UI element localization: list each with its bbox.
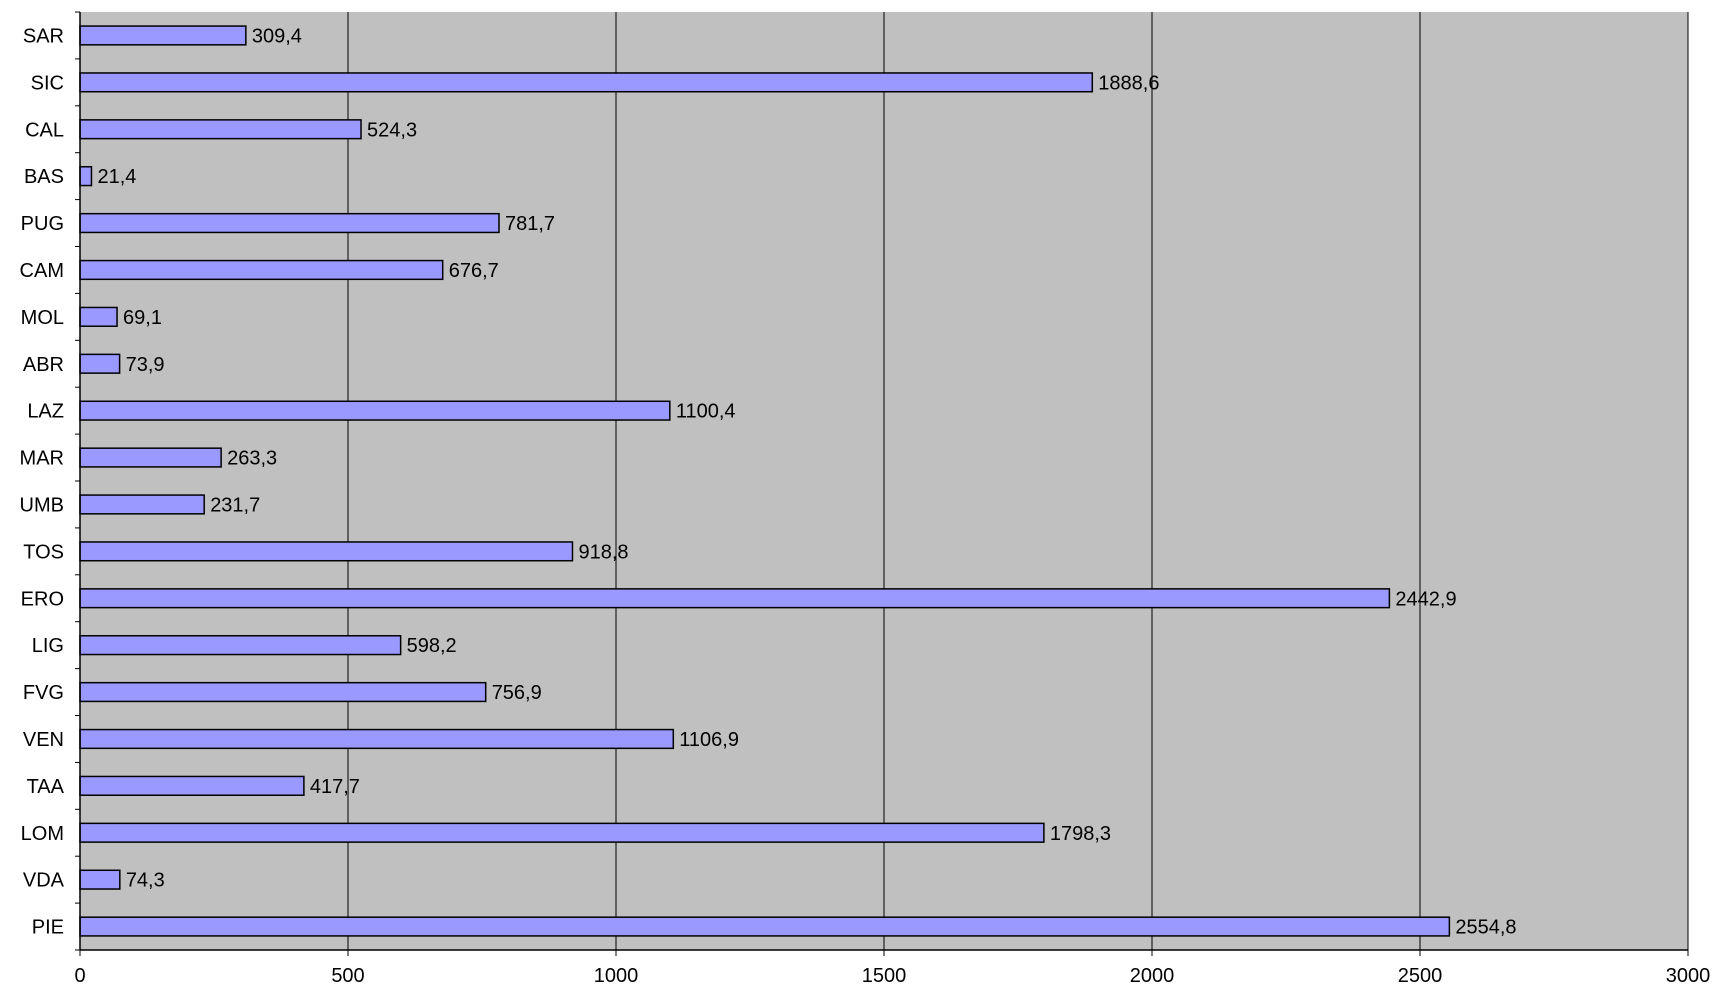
category-label: LAZ xyxy=(27,401,64,423)
bar-taa xyxy=(79,775,305,796)
data-label: 756,9 xyxy=(492,682,542,704)
category-label: ABR xyxy=(23,354,64,376)
category-label: SIC xyxy=(31,72,64,94)
category-label: PIE xyxy=(32,917,64,939)
category-label: TAA xyxy=(27,776,65,798)
bar-cam xyxy=(79,259,444,281)
data-label: 781,7 xyxy=(505,213,555,235)
bar-sic xyxy=(79,72,1094,93)
bar-laz xyxy=(79,400,671,421)
data-label: 69,1 xyxy=(123,307,162,329)
data-label: 231,7 xyxy=(210,494,260,516)
data-label: 263,3 xyxy=(227,448,277,470)
bar-vda xyxy=(79,869,121,890)
category-label: VDA xyxy=(23,870,65,892)
data-label: 918,8 xyxy=(578,541,628,563)
bar-lig xyxy=(79,635,402,656)
bar-umb xyxy=(79,494,205,515)
bar-ero xyxy=(79,588,1391,609)
data-label: 1798,3 xyxy=(1050,823,1111,845)
category-label: MOL xyxy=(21,307,64,329)
data-label: 74,3 xyxy=(126,870,165,892)
category-label: PUG xyxy=(21,213,64,235)
data-label: 73,9 xyxy=(126,354,165,376)
bar-sar xyxy=(79,25,247,46)
bar-pug xyxy=(79,212,500,234)
bar-bas xyxy=(79,166,93,187)
data-label: 1888,6 xyxy=(1098,72,1159,94)
x-axis: 0 500 1000 1500 2000 2500 3000 xyxy=(74,949,1711,987)
category-label: UMB xyxy=(20,494,64,516)
gridlines xyxy=(347,12,1689,950)
x-tick-label: 3000 xyxy=(1666,965,1711,987)
category-label: FVG xyxy=(23,682,64,704)
x-tick-label: 1500 xyxy=(862,965,907,987)
x-tick-label: 2000 xyxy=(1130,965,1175,987)
data-label: 2554,8 xyxy=(1455,917,1516,939)
category-label: LOM xyxy=(21,823,64,845)
bar-fvg xyxy=(79,681,487,703)
bar-lom xyxy=(79,822,1045,843)
x-tick-label: 1000 xyxy=(594,965,639,987)
bars xyxy=(79,25,1451,937)
bar-abr xyxy=(79,353,121,374)
data-label: 524,3 xyxy=(367,119,417,141)
category-label: LIG xyxy=(32,635,64,657)
bar-mol xyxy=(79,306,118,327)
data-label: 1106,9 xyxy=(679,729,739,751)
data-label: 309,4 xyxy=(252,25,302,47)
x-tick-label: 500 xyxy=(331,965,364,987)
category-label: SAR xyxy=(23,25,64,47)
category-label: VEN xyxy=(23,729,64,751)
category-label: MAR xyxy=(20,448,64,470)
y-axis: SAR SIC CAL BAS PUG CAM MOL ABR LAZ MAR UMB TOS ERO L… xyxy=(20,11,81,951)
category-label: BAS xyxy=(24,166,64,188)
bar-ven xyxy=(79,728,675,750)
data-label: 21,4 xyxy=(97,166,136,188)
data-label: 2442,9 xyxy=(1395,588,1456,610)
category-label: CAL xyxy=(25,119,64,141)
x-tick-label: 2500 xyxy=(1398,965,1443,987)
bar-tos xyxy=(79,541,574,562)
x-tick-label: 0 xyxy=(74,965,85,987)
data-label: 676,7 xyxy=(449,260,499,282)
data-label: 1100,4 xyxy=(676,401,736,423)
data-label: 417,7 xyxy=(310,776,360,798)
data-label: 598,2 xyxy=(407,635,457,657)
bar-cal xyxy=(79,119,362,140)
bar-pie xyxy=(79,916,1451,937)
data-labels: 309,4 1888,6 524,3 21,4 781,7 676,7 69,1 73,9 11… xyxy=(97,25,1516,938)
category-label: ERO xyxy=(21,588,64,610)
category-label: CAM xyxy=(20,260,64,282)
category-label: TOS xyxy=(23,541,64,563)
bar-mar xyxy=(79,447,222,468)
